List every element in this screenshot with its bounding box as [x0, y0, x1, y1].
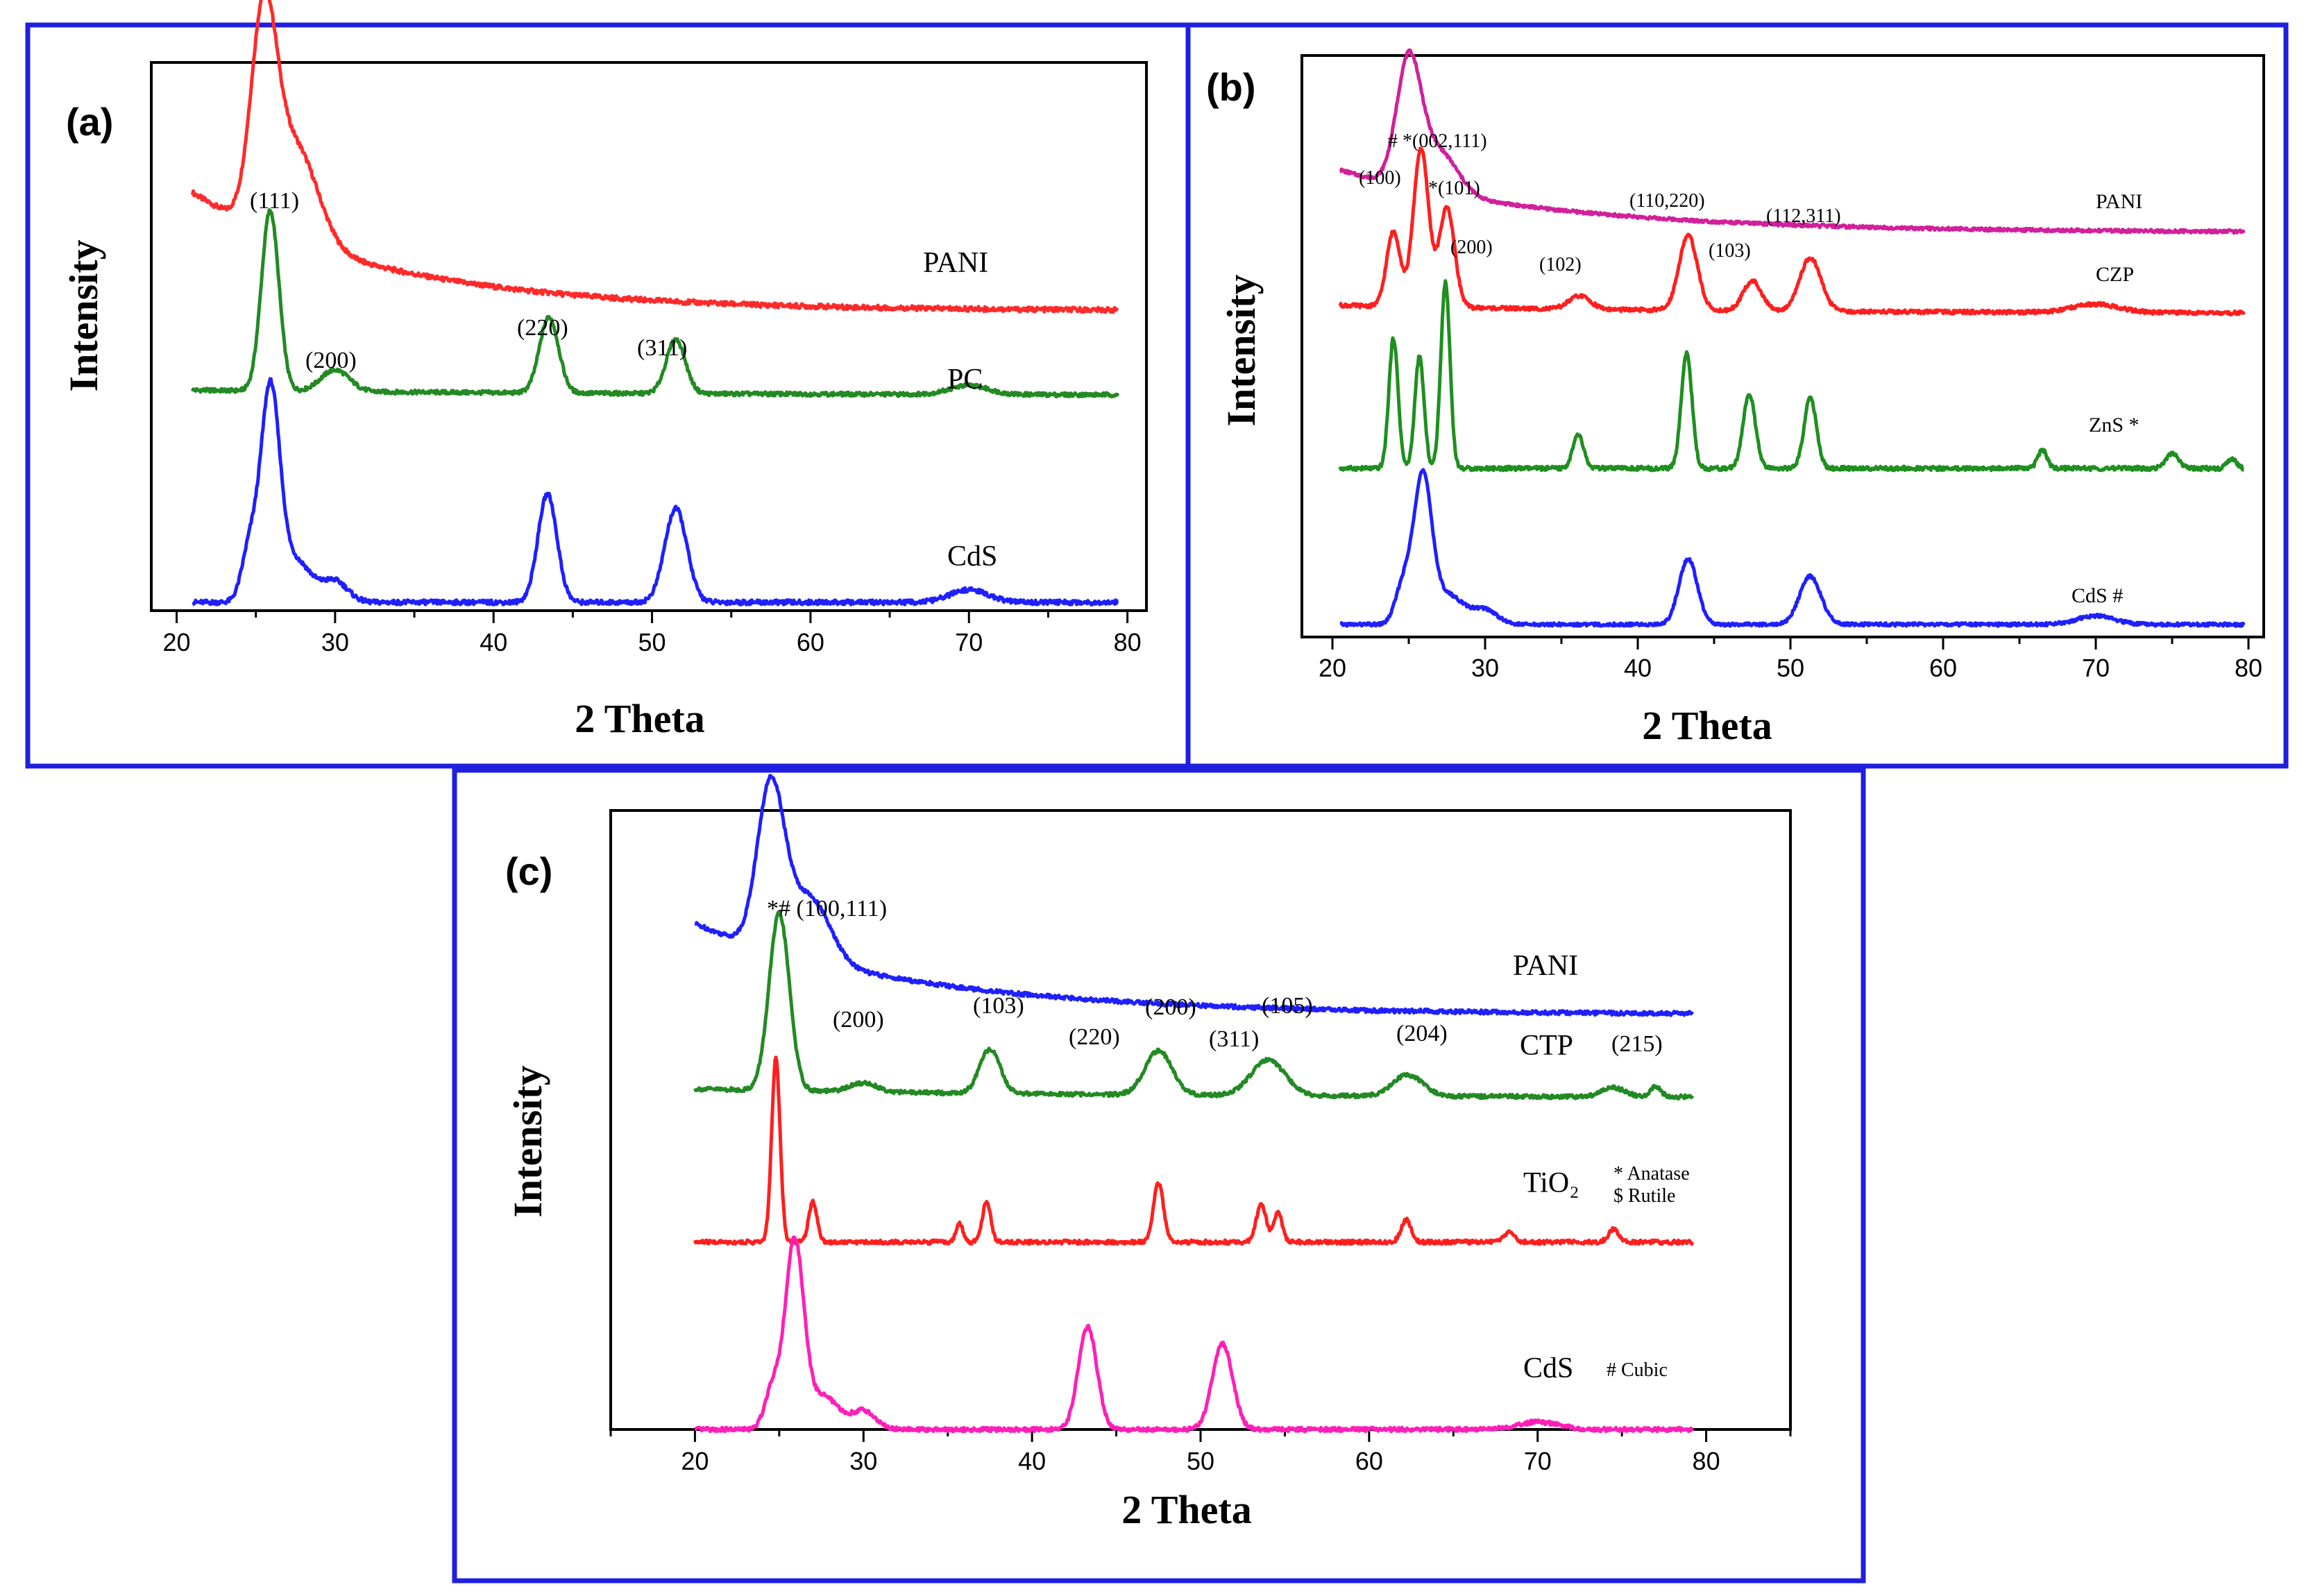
panel-b-ann-100: (100): [1359, 167, 1401, 189]
panel-c-label-pani: PANI: [1513, 950, 1578, 982]
panel-c-ann-215: (215): [1611, 1031, 1663, 1057]
x-tick-label-70: 70: [2082, 654, 2110, 682]
trace-pani: [190, 0, 1119, 314]
x-tick-label-30: 30: [321, 628, 349, 656]
plot-frame: [1300, 54, 2265, 638]
panel-a-axes: 20 30 40 50 60 70 80: [150, 61, 1148, 656]
panel-c-ylabel: Intensity: [505, 1065, 550, 1217]
panel-c-axes: 20 30 40 50 60 70 80: [609, 809, 1792, 1475]
x-tick-label-20: 20: [1319, 654, 1346, 682]
panel-c-label-tio2: TiO₂: [1523, 1167, 1579, 1199]
trace-pani: [1339, 48, 2246, 235]
panel-a-label-cds: CdS: [947, 541, 997, 572]
x-tick-label-50: 50: [1777, 654, 1804, 682]
panel-a-xlabel: 2 Theta: [575, 696, 704, 741]
panel-b-label-zns: ZnS *: [2089, 414, 2140, 436]
x-tick-label-50: 50: [1187, 1447, 1214, 1475]
x-tick-label-30: 30: [849, 1447, 877, 1475]
trace-ctp: [693, 910, 1695, 1101]
panel-b: (b) Intensity 2 Theta 20 30 40 50 60 70 80 PAN…: [1185, 22, 2289, 769]
panel-c-ann-311: (311): [1209, 1026, 1259, 1052]
panel-c: (c) Intensity 2 Theta 20 30 40 50 60 70 80 PAN…: [452, 767, 1866, 1584]
panel-a-label-pani: PANI: [923, 247, 988, 279]
panel-a-ann-220: (220): [517, 315, 568, 341]
panel-c-ann-200a: (200): [833, 1007, 884, 1033]
panel-c-ann-220: (220): [1069, 1024, 1120, 1050]
x-tick-label-80: 80: [2235, 654, 2262, 682]
panel-c-ann-100-111: *# (100,111): [767, 896, 887, 922]
x-tick-label-20: 20: [163, 628, 191, 656]
panel-a-label-pc: PC: [947, 364, 983, 396]
panel-a: (a) Intensity 2 Theta 20 30 40 50 60 70 80 PAN…: [25, 0, 1191, 769]
panel-c-letter: (c): [505, 849, 552, 893]
trace-zns: [1338, 279, 2245, 473]
x-tick-label-40: 40: [480, 628, 507, 656]
panel-b-xlabel: 2 Theta: [1642, 703, 1772, 748]
x-tick-label-20: 20: [681, 1447, 709, 1475]
x-tick-label-60: 60: [797, 628, 824, 656]
panel-b-axes: 20 30 40 50 60 70 80: [1300, 54, 2265, 682]
x-tick-label-40: 40: [1018, 1447, 1046, 1475]
panel-a-letter: (a): [66, 100, 113, 144]
panel-b-ylabel: Intensity: [1219, 274, 1264, 426]
panel-b-ann-110-220: (110,220): [1629, 190, 1705, 212]
trace-czp: [1338, 146, 2246, 316]
panel-c-ann-200b: (200): [1145, 994, 1196, 1020]
panel-b-ann-102: (102): [1539, 254, 1582, 275]
panel-a-ann-200: (200): [305, 348, 357, 373]
panel-b-frame: [1185, 22, 2289, 769]
x-tick-label-60: 60: [1929, 654, 1957, 682]
panel-c-ann-103: (103): [973, 993, 1024, 1019]
plot-frame: [150, 61, 1148, 612]
panel-b-ann-112-311: (112,311): [1766, 205, 1841, 227]
x-tick-label-60: 60: [1355, 1447, 1383, 1475]
panel-b-label-czp: CZP: [2096, 263, 2134, 286]
trace-pani: [694, 774, 1695, 1017]
panel-b-ann-002-111: # *(002,111): [1388, 130, 1487, 152]
panel-b-ann-101: *(101): [1428, 178, 1480, 199]
panel-c-label-cds: CdS: [1523, 1352, 1573, 1384]
x-tick-label-30: 30: [1471, 654, 1499, 682]
trace-cds: [192, 377, 1119, 606]
panel-b-letter: (b): [1206, 65, 1256, 109]
x-tick-label-70: 70: [955, 628, 983, 656]
panel-c-legend-anatase: * Anatase: [1613, 1163, 1690, 1185]
x-tick-label-50: 50: [638, 628, 666, 656]
trace-cds: [1339, 468, 2246, 628]
panel-a-ylabel: Intensity: [61, 239, 106, 391]
panel-c-label-ctp: CTP: [1520, 1030, 1573, 1062]
panel-b-label-pani: PANI: [2096, 190, 2142, 213]
panel-b-ann-200: (200): [1450, 237, 1493, 258]
panel-c-legend-rutile: $ Rutile: [1613, 1185, 1675, 1207]
x-tick-label-80: 80: [1693, 1447, 1720, 1475]
panel-c-ann-105: (105): [1262, 993, 1313, 1019]
panel-b-traces: [1338, 48, 2246, 628]
panel-c-traces: [693, 774, 1695, 1434]
panel-b-label-cds: CdS #: [2071, 584, 2123, 607]
trace-cds: [694, 1235, 1695, 1434]
x-tick-label-70: 70: [1524, 1447, 1552, 1475]
panel-c-frame: [452, 767, 1866, 1584]
panel-c-ann-204: (204): [1396, 1021, 1448, 1046]
panel-a-ann-111: (111): [250, 188, 299, 214]
panel-c-legend-cubic: # Cubic: [1607, 1359, 1668, 1381]
panel-a-ann-311: (311): [637, 335, 687, 361]
panel-c-xlabel: 2 Theta: [1121, 1487, 1251, 1532]
panel-a-traces: [190, 0, 1120, 606]
trace-pc: [191, 208, 1120, 399]
x-tick-label-40: 40: [1624, 654, 1652, 682]
x-tick-label-80: 80: [1114, 628, 1142, 656]
panel-b-ann-103: (103): [1709, 240, 1751, 262]
trace-tio2: [693, 1055, 1695, 1246]
